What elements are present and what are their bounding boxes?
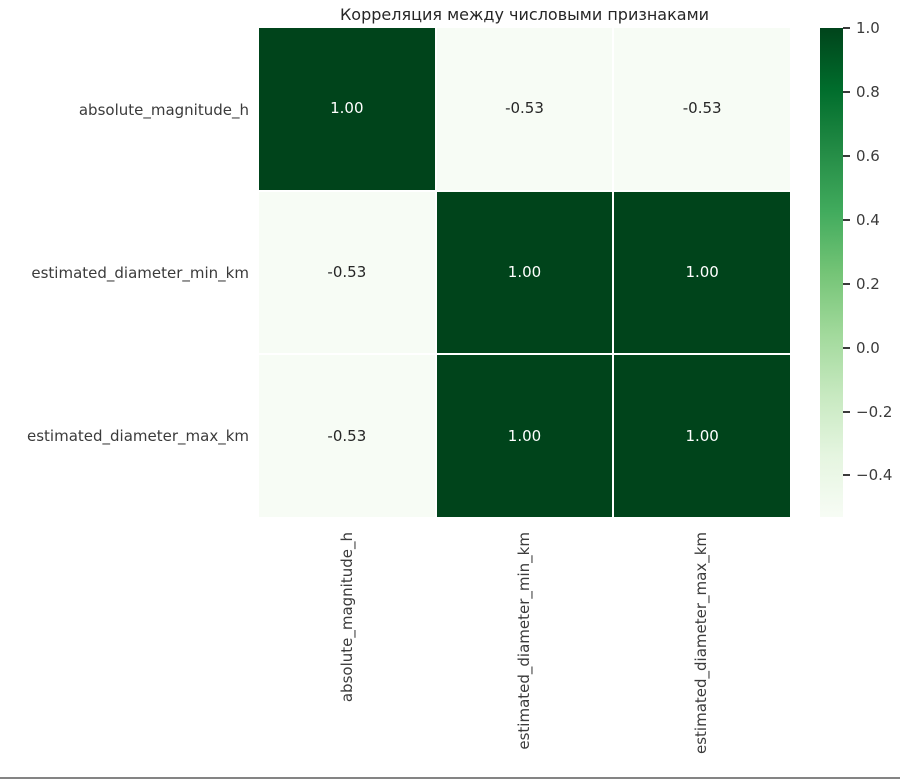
cell-value: 1.00	[330, 99, 364, 118]
cell-value: -0.53	[682, 99, 722, 118]
x-tick-label: absolute_magnitude_h	[338, 532, 356, 703]
heatmap-cell: -0.53	[614, 28, 790, 190]
colorbar-tick	[843, 218, 850, 221]
figure-bottom-border	[0, 777, 900, 779]
cell-value: 1.00	[685, 262, 719, 281]
colorbar-tick-label: 1.0	[856, 19, 880, 37]
colorbar-tick-label: 0.6	[856, 146, 880, 165]
cell-value: -0.53	[327, 262, 367, 281]
colorbar-tick	[843, 90, 850, 93]
colorbar-tick	[843, 154, 850, 157]
colorbar-tick-label: −0.2	[856, 402, 893, 421]
colorbar-tick	[843, 27, 850, 29]
colorbar-gradient	[820, 28, 843, 517]
colorbar-tick-label: 0.8	[856, 82, 880, 101]
heatmap-cell: 1.00	[259, 28, 435, 190]
y-tick-label: estimated_diameter_max_km	[26, 426, 249, 445]
colorbar-tick-label: 0.4	[856, 210, 880, 229]
heatmap-cell: 1.00	[436, 191, 613, 354]
colorbar-tick	[843, 474, 850, 477]
heatmap-cell: -0.53	[259, 355, 435, 517]
colorbar-tick	[843, 410, 850, 413]
colorbar-tick-label: 0.2	[856, 274, 880, 293]
cell-value: 1.00	[507, 262, 542, 281]
cell-value: -0.53	[327, 426, 367, 445]
heatmap-cell: -0.53	[259, 191, 435, 354]
x-tick-label: estimated_diameter_max_km	[692, 532, 710, 755]
heatmap-cell: -0.53	[436, 28, 613, 190]
chart-title: Корреляция между числовыми признаками	[339, 5, 710, 24]
heatmap: 1.00 -0.53 -0.53 -0.53 1.00 1.00 -0.53 1.00 1.00	[259, 28, 790, 517]
heatmap-cell: 1.00	[436, 355, 613, 517]
colorbar-tick-label: 0.0	[856, 338, 880, 357]
colorbar-tick	[843, 346, 850, 349]
colorbar-tick-label: −0.4	[856, 466, 893, 485]
y-tick-label: estimated_diameter_min_km	[31, 263, 249, 282]
cell-value: 1.00	[685, 426, 719, 445]
cell-value: 1.00	[507, 426, 542, 445]
colorbar-tick	[843, 282, 850, 285]
x-tick-label: estimated_diameter_min_km	[515, 532, 533, 750]
heatmap-cell: 1.00	[614, 191, 790, 354]
cell-value: -0.53	[505, 99, 544, 118]
y-tick-label: absolute_magnitude_h	[78, 100, 249, 119]
heatmap-cell: 1.00	[614, 355, 790, 517]
